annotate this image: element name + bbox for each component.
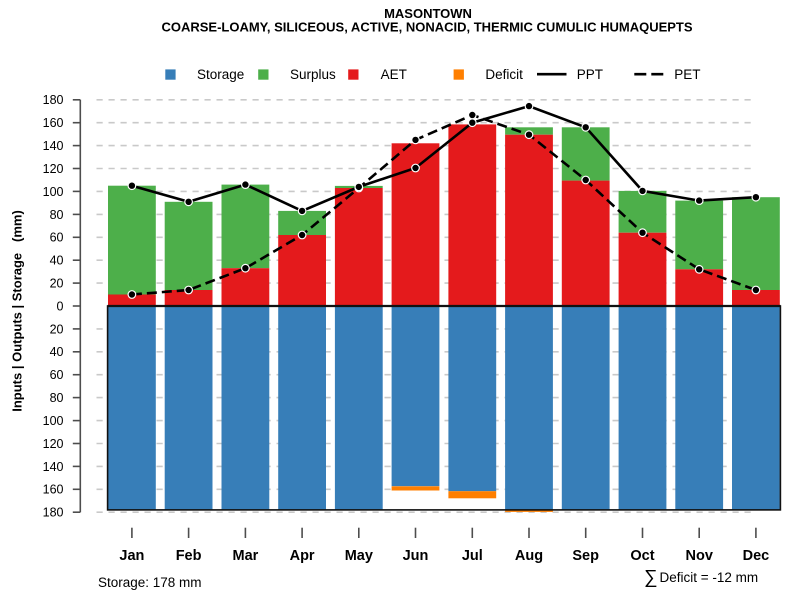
svg-text:Storage: Storage xyxy=(197,67,244,82)
svg-text:Mar: Mar xyxy=(233,548,259,564)
svg-text:Storage: 178 mm: Storage: 178 mm xyxy=(98,575,202,590)
svg-text:40: 40 xyxy=(50,254,64,268)
svg-text:May: May xyxy=(345,548,373,564)
svg-text:100: 100 xyxy=(43,414,64,428)
svg-text:Sep: Sep xyxy=(572,548,599,564)
svg-text:160: 160 xyxy=(43,116,64,130)
svg-text:160: 160 xyxy=(43,483,64,497)
svg-text:Deficit: Deficit xyxy=(485,67,523,82)
svg-text:100: 100 xyxy=(43,185,64,199)
svg-text:20: 20 xyxy=(50,277,64,291)
svg-text:MASONTOWN: MASONTOWN xyxy=(384,6,472,21)
svg-text:80: 80 xyxy=(50,208,64,222)
svg-text:Inputs | Outputs | Storage (: Inputs | Outputs | Storage (mm) xyxy=(9,210,24,412)
svg-text:120: 120 xyxy=(43,162,64,176)
svg-text:120: 120 xyxy=(43,437,64,451)
svg-text:Dec: Dec xyxy=(743,548,770,564)
svg-text:Jan: Jan xyxy=(119,548,144,564)
svg-text:Nov: Nov xyxy=(685,548,712,564)
svg-text:∑: ∑ xyxy=(644,567,658,588)
svg-text:Oct: Oct xyxy=(630,548,654,564)
svg-text:Deficit = -12 mm: Deficit = -12 mm xyxy=(660,570,759,585)
svg-text:60: 60 xyxy=(50,368,64,382)
svg-text:PPT: PPT xyxy=(577,67,603,82)
svg-text:COARSE-LOAMY, SILICEOUS, ACTIV: COARSE-LOAMY, SILICEOUS, ACTIVE, NONACID… xyxy=(161,20,692,35)
svg-text:20: 20 xyxy=(50,322,64,336)
svg-text:140: 140 xyxy=(43,460,64,474)
svg-text:AET: AET xyxy=(381,67,407,82)
svg-text:Jun: Jun xyxy=(403,548,429,564)
svg-text:80: 80 xyxy=(50,391,64,405)
svg-text:140: 140 xyxy=(43,139,64,153)
svg-text:Feb: Feb xyxy=(176,548,202,564)
svg-text:Jul: Jul xyxy=(462,548,483,564)
svg-text:180: 180 xyxy=(43,93,64,107)
svg-text:60: 60 xyxy=(50,231,64,245)
svg-text:40: 40 xyxy=(50,345,64,359)
svg-text:0: 0 xyxy=(57,299,64,313)
svg-text:Aug: Aug xyxy=(515,548,543,564)
svg-text:180: 180 xyxy=(43,506,64,520)
svg-text:Surplus: Surplus xyxy=(290,67,336,82)
svg-text:Apr: Apr xyxy=(290,548,315,564)
svg-text:PET: PET xyxy=(674,67,700,82)
